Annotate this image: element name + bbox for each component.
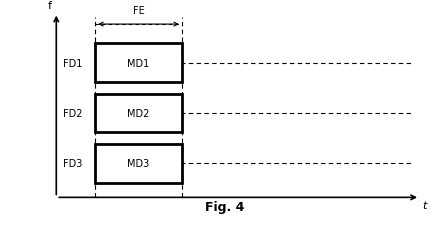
Text: FD1: FD1 — [63, 59, 82, 69]
Text: FD3: FD3 — [63, 158, 82, 168]
Text: t: t — [422, 200, 427, 210]
Text: f: f — [48, 1, 52, 11]
Text: MD2: MD2 — [127, 109, 150, 118]
Text: MD3: MD3 — [127, 158, 150, 168]
FancyBboxPatch shape — [95, 44, 182, 83]
Text: FD2: FD2 — [63, 109, 82, 118]
Text: FE: FE — [132, 6, 145, 16]
FancyBboxPatch shape — [95, 94, 182, 133]
Text: Fig. 4: Fig. 4 — [206, 200, 245, 213]
FancyBboxPatch shape — [95, 144, 182, 183]
Text: MD1: MD1 — [127, 59, 150, 69]
